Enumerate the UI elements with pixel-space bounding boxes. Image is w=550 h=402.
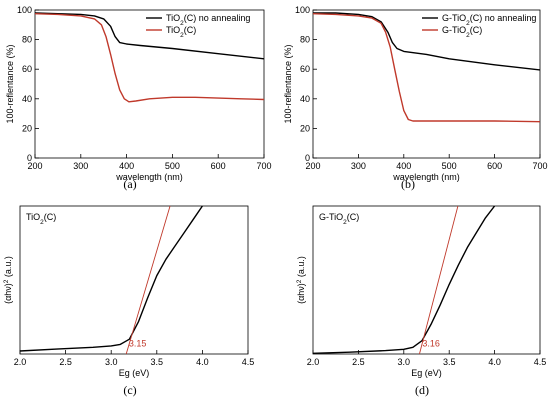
- x-tick-label: 700: [256, 161, 271, 171]
- x-tick-label: 400: [119, 161, 134, 171]
- plot-frame: [312, 205, 541, 355]
- bandgap-annotation: 3.15: [129, 339, 147, 349]
- panel-label: (d): [415, 383, 429, 397]
- chart-panel-4: 2.0 2.5 3.0 3.5 4.0 4.5 Eg (eV) (αhν)2 (a.u.) G-…: [296, 205, 547, 397]
- x-tick-label: 500: [165, 161, 180, 171]
- x-tick-label: 600: [211, 161, 226, 171]
- x-tick-label: 4.0: [196, 357, 209, 367]
- x-tick-label: 4.5: [534, 357, 547, 367]
- tangent-line: [418, 206, 459, 354]
- y-axis-label: 100-reflentance (%): [5, 44, 15, 123]
- plot-frame: [34, 9, 265, 159]
- x-tick-label: 3.5: [151, 357, 164, 367]
- x-tick-label: 4.5: [242, 357, 255, 367]
- series-line-1: [313, 12, 540, 71]
- series-line-1: [20, 206, 203, 352]
- x-tick-label: 700: [532, 161, 547, 171]
- x-axis-label: Eg (eV): [411, 368, 442, 378]
- y-axis-label: (αhν)2 (a.u.): [296, 256, 307, 304]
- x-tick-label: 200: [27, 161, 42, 171]
- x-tick-label: 2.0: [14, 357, 27, 367]
- x-tick-label: 400: [396, 161, 411, 171]
- y-tick-label: 100: [17, 5, 32, 15]
- x-tick-label: 3.0: [105, 357, 118, 367]
- series-line-2: [35, 13, 264, 103]
- panel-label: (b): [401, 177, 415, 191]
- plot-frame: [19, 205, 249, 355]
- series-line-1: [35, 12, 264, 60]
- legend-entry: G-TiO2(C): [442, 25, 482, 39]
- chart-panel-3: 2.0 2.5 3.0 3.5 4.0 4.5 Eg (eV) (αhν)2 (a.u.) Ti…: [3, 205, 255, 397]
- y-tick-label: 0: [27, 153, 32, 163]
- x-axis-label: Eg (eV): [119, 368, 150, 378]
- y-tick-label: 40: [300, 94, 310, 104]
- x-tick-label: 200: [305, 161, 320, 171]
- y-tick-label: 0: [305, 153, 310, 163]
- panel-label: (c): [123, 383, 136, 397]
- sample-label: TiO2(C): [26, 212, 56, 226]
- legend-entry: TiO2(C): [166, 25, 196, 39]
- x-axis-label: wavelength (nm): [392, 172, 460, 182]
- plot-frame: [312, 9, 541, 159]
- y-tick-label: 80: [22, 35, 32, 45]
- y-tick-label: 20: [300, 123, 310, 133]
- x-tick-label: 3.5: [443, 357, 456, 367]
- x-tick-label: 2.5: [59, 357, 72, 367]
- y-tick-label: 60: [22, 64, 32, 74]
- x-tick-label: 2.5: [352, 357, 365, 367]
- series-line-1: [313, 206, 496, 354]
- legend-entry: TiO2(C) no annealing: [166, 13, 250, 27]
- y-tick-label: 80: [300, 35, 310, 45]
- tangent-line: [125, 206, 171, 354]
- x-axis-label: wavelength (nm): [115, 172, 183, 182]
- y-axis-label: 100-reflentance (%): [283, 44, 293, 123]
- bandgap-annotation: 3.16: [422, 339, 440, 349]
- x-tick-label: 3.0: [398, 357, 411, 367]
- y-tick-label: 20: [22, 123, 32, 133]
- x-tick-label: 300: [73, 161, 88, 171]
- series-line-2: [313, 13, 540, 123]
- y-tick-label: 40: [22, 94, 32, 104]
- x-tick-label: 600: [487, 161, 502, 171]
- x-tick-label: 2.0: [307, 357, 320, 367]
- chart-panel-2: 200 300 400 500 600 700 0 20 40 60 80 100 wavelength…: [283, 5, 548, 191]
- y-axis-label: (αhν)2 (a.u.): [3, 256, 14, 304]
- sample-label: G-TiO2(C): [319, 212, 359, 226]
- panel-label: (a): [123, 177, 136, 191]
- y-tick-label: 60: [300, 64, 310, 74]
- legend-entry: G-TiO2(C) no annealing: [442, 13, 536, 27]
- chart-panel-1: 200 300 400 500 600 700 0 20 40 60 80 100 wavelength…: [5, 5, 272, 191]
- x-tick-label: 300: [351, 161, 366, 171]
- x-tick-label: 4.0: [488, 357, 501, 367]
- x-tick-label: 500: [442, 161, 457, 171]
- y-tick-label: 100: [295, 5, 310, 15]
